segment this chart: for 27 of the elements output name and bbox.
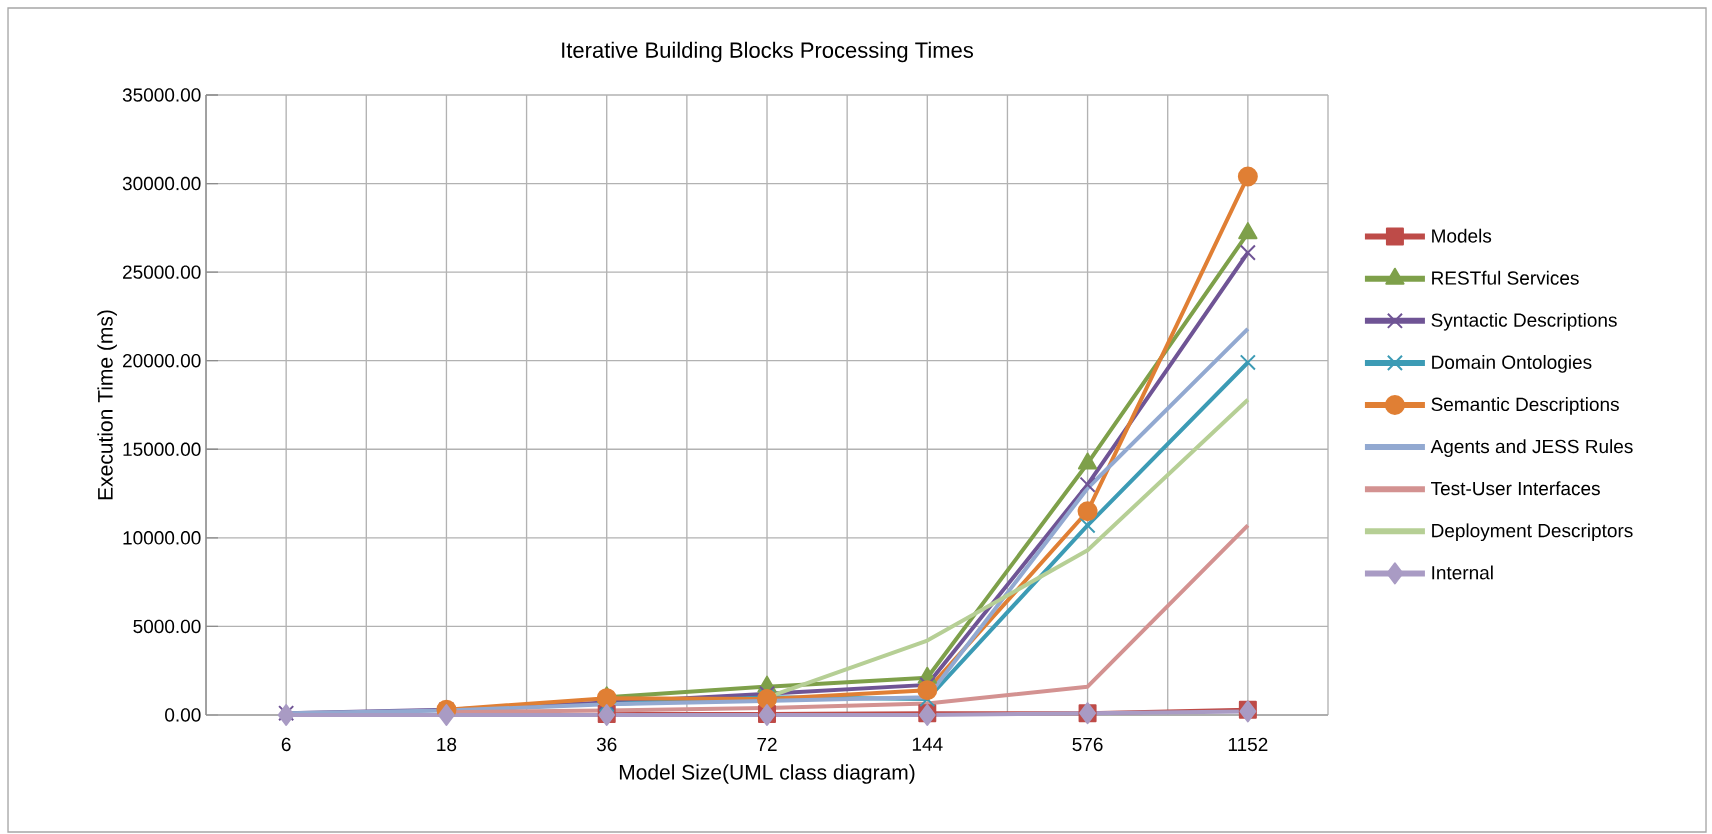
x-tick-label: 18 [437,737,457,752]
x-tick-label: 576 [1072,737,1103,752]
chart-title: Iterative Building Blocks Processing Times [562,41,974,63]
y-tick-label: 0.00 [165,708,201,722]
y-tick-label: 10000.00 [123,531,201,545]
x-axis-title: Model Size(UML class diagram) [619,764,915,784]
x-tick-label: 72 [757,737,777,751]
x-tick-label: 1152 [1228,737,1268,752]
legend-label: Agents and JESS Rules [1430,439,1633,457]
legend-label: Internal [1432,565,1493,580]
y-tick-label: 15000.00 [123,442,201,456]
x-tick-label: 144 [912,737,943,751]
y-tick-label: 30000.00 [122,176,201,191]
legend-label: Syntactic Descriptions [1431,312,1617,331]
y-tick-label: 5000.00 [133,619,201,634]
y-tick-label: 35000.00 [122,88,201,102]
x-tick-label: 6 [281,737,291,752]
y-axis-title: Execution Time (ms) [97,310,117,500]
legend-label: RESTful Services [1432,270,1579,285]
legend-label: Deployment Descriptors [1432,523,1633,542]
legend-label: Models [1432,228,1492,243]
legend-label: Test-User Interfaces [1431,481,1600,496]
y-tick-label: 20000.00 [123,353,201,368]
legend-label: Semantic Descriptions [1431,397,1619,415]
x-tick-label: 36 [596,737,617,752]
legend-label: Domain Ontologies [1432,355,1592,373]
y-tick-label: 25000.00 [123,265,201,279]
